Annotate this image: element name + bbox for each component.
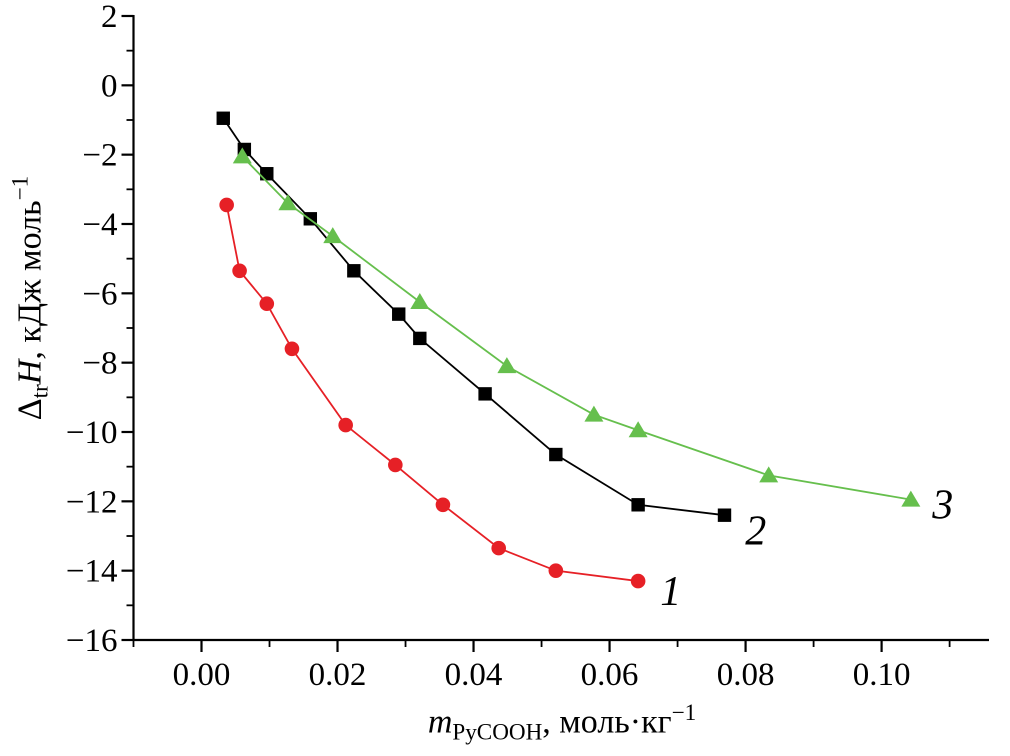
series-3-marker bbox=[628, 421, 648, 438]
series-1-marker bbox=[435, 497, 451, 513]
x-tick-label: 0.10 bbox=[853, 657, 911, 693]
series-3-marker bbox=[232, 147, 252, 164]
x-tick-label: 0.04 bbox=[445, 657, 503, 693]
axis-label-part: tr bbox=[27, 384, 54, 399]
series-1-marker bbox=[338, 417, 353, 433]
series-1-marker bbox=[388, 457, 403, 473]
series-2-label: 2 bbox=[745, 508, 766, 554]
series-2-marker bbox=[478, 387, 492, 401]
series-1-marker bbox=[259, 296, 275, 312]
y-tick-label: 2 bbox=[101, 0, 118, 35]
series-3-marker bbox=[497, 357, 517, 374]
y-tick-label: −4 bbox=[82, 207, 117, 243]
x-tick-label: 0.06 bbox=[581, 657, 639, 693]
series-2-marker bbox=[392, 307, 406, 321]
series-2-marker bbox=[549, 447, 563, 462]
series-3-marker bbox=[323, 227, 343, 244]
series-3-marker bbox=[410, 292, 430, 309]
series-1-line bbox=[225, 204, 639, 582]
axis-label-part: PyCOOH bbox=[452, 719, 543, 746]
series-1-marker bbox=[284, 341, 300, 357]
series-3-line bbox=[241, 155, 911, 501]
y-tick-label: −8 bbox=[82, 346, 117, 382]
series-1-marker bbox=[548, 563, 564, 578]
y-tick-label: −6 bbox=[82, 276, 117, 312]
series-2-marker bbox=[631, 498, 645, 512]
series-2-line bbox=[222, 117, 725, 517]
x-tick-label: 0.02 bbox=[309, 657, 367, 693]
series-3-marker bbox=[759, 466, 779, 483]
y-tick-label: −2 bbox=[82, 138, 117, 174]
series-1-label: 1 bbox=[660, 569, 681, 615]
series-1-marker bbox=[232, 263, 247, 279]
y-axis-label: ΔtrH, кДж моль−1 bbox=[8, 176, 55, 420]
axis-label-part: , моль·кг bbox=[542, 703, 672, 741]
series-2-marker bbox=[216, 111, 230, 125]
y-tick-label: −16 bbox=[66, 623, 118, 659]
axis-label-part: −1 bbox=[671, 700, 697, 726]
axis-label-part: m bbox=[427, 703, 453, 741]
series-2-marker bbox=[717, 508, 732, 522]
series-3-marker bbox=[901, 490, 921, 507]
axis-label-part: H bbox=[11, 359, 49, 385]
series-2-marker bbox=[260, 167, 274, 181]
series-3-marker bbox=[584, 405, 604, 422]
y-tick-label: −10 bbox=[66, 415, 118, 451]
x-tick-label: 0.08 bbox=[717, 657, 775, 693]
series-1-marker bbox=[491, 540, 507, 556]
x-tick-label: 0.00 bbox=[173, 657, 231, 693]
y-tick-label: −12 bbox=[66, 484, 118, 520]
series-1-marker bbox=[630, 573, 646, 589]
axis-label-part: , кДж моль bbox=[11, 200, 49, 360]
series-3-label: 3 bbox=[931, 482, 953, 528]
axis-label-part: −1 bbox=[7, 175, 34, 201]
series-2-marker bbox=[413, 331, 427, 346]
series-3-marker bbox=[278, 194, 298, 211]
y-tick-label: −14 bbox=[66, 554, 118, 590]
x-axis-label: mPyCOOH, моль·кг−1 bbox=[428, 700, 696, 747]
y-tick-label: 0 bbox=[101, 68, 118, 104]
axis-label-part: Δ bbox=[11, 398, 49, 421]
series-1-marker bbox=[219, 197, 234, 213]
series-2-marker bbox=[347, 264, 361, 278]
